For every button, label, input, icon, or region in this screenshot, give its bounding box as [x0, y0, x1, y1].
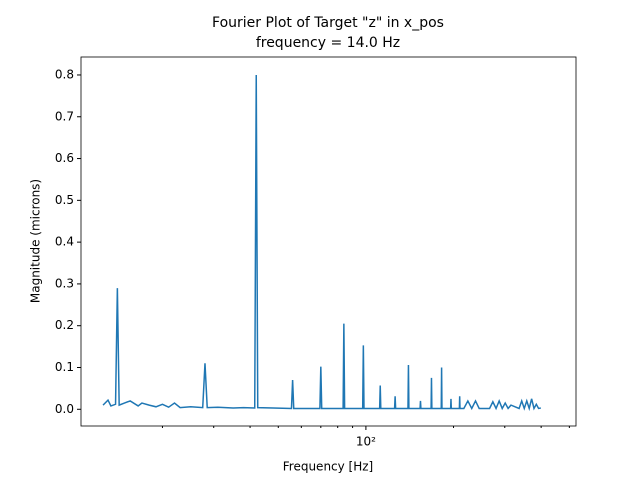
x-axis-label: Frequency [Hz] [283, 460, 374, 474]
x-tick-label: 10² [356, 435, 376, 449]
chart-subtitle: frequency = 14.0 Hz [256, 35, 400, 51]
y-tick-label: 0.8 [55, 67, 74, 81]
data-line [102, 74, 541, 412]
y-tick-label: 0.5 [55, 193, 74, 207]
y-tick-label: 0.3 [55, 276, 74, 290]
chart-title: Fourier Plot of Target "z" in x_pos [212, 15, 444, 31]
y-tick-label: 0.4 [55, 235, 74, 249]
y-tick-label: 0.6 [55, 151, 74, 165]
y-tick-label: 0.0 [55, 402, 74, 416]
y-tick-label: 0.7 [55, 109, 74, 123]
y-axis-label: Magnitude (microns) [29, 179, 43, 303]
y-tick-label: 0.1 [55, 360, 74, 374]
y-tick-label: 0.2 [55, 318, 74, 332]
plot-frame [80, 56, 577, 427]
